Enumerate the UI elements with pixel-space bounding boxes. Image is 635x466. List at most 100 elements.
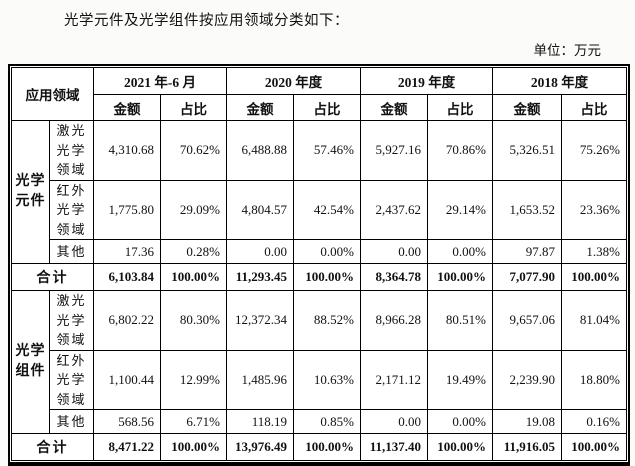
ratio-cell: 19.49% bbox=[427, 349, 493, 410]
ratio-cell: 6.71% bbox=[160, 409, 227, 434]
period-header-2021: 2021 年-6 月 bbox=[93, 67, 227, 95]
ratio-cell: 42.54% bbox=[293, 179, 361, 240]
amount-cell: 2,239.90 bbox=[492, 349, 562, 410]
amount-cell: 6,488.88 bbox=[226, 120, 294, 181]
total-row: 合计 6,103.84 100.00% 11,293.45 100.00% 8,… bbox=[11, 263, 627, 291]
group-label-optical-assemblies: 光学组件 bbox=[11, 290, 50, 434]
amount-cell: 11,916.05 bbox=[492, 433, 562, 461]
table-row: 光学元件 激光光学领域 4,310.68 70.62% 6,488.88 57.… bbox=[11, 120, 627, 264]
ratio-cell: 80.30% bbox=[160, 290, 227, 351]
ratio-cell: 18.80% bbox=[561, 349, 627, 410]
amount-header: 金额 bbox=[226, 94, 294, 121]
ratio-cell: 57.46% bbox=[293, 120, 361, 181]
amount-cell: 4,310.68 bbox=[93, 120, 161, 181]
classification-table: 应用领域 2021 年-6 月 2020 年度 2019 年度 2018 年度 … bbox=[11, 67, 627, 461]
amount-cell: 1,653.52 bbox=[492, 179, 562, 240]
ratio-cell: 81.04% bbox=[561, 290, 627, 351]
app-field-header: 应用领域 bbox=[11, 67, 94, 121]
ratio-cell: 80.51% bbox=[427, 290, 493, 351]
ratio-cell: 100.00% bbox=[293, 263, 361, 291]
ratio-cell: 0.00% bbox=[427, 239, 493, 264]
amount-cell: 17.36 bbox=[93, 239, 161, 264]
amount-cell: 1,100.44 bbox=[93, 349, 161, 410]
header-row-measures: 金额 占比 金额 占比 金额 占比 金额 占比 bbox=[12, 94, 627, 121]
ratio-cell: 1.38% bbox=[561, 239, 627, 264]
group-label-optical-elements: 光学元件 bbox=[11, 120, 50, 264]
total-label: 合计 bbox=[11, 263, 94, 291]
amount-header: 金额 bbox=[492, 94, 562, 121]
row-label: 其他 bbox=[49, 409, 94, 434]
row-label: 红外光学领域 bbox=[49, 349, 94, 410]
ratio-cell: 10.63% bbox=[293, 349, 361, 410]
amount-header: 金额 bbox=[360, 94, 428, 121]
amount-cell: 0.00 bbox=[360, 409, 428, 434]
amount-cell: 2,171.12 bbox=[360, 349, 428, 410]
amount-cell: 7,077.90 bbox=[492, 263, 562, 291]
table-row: 红外光学领域 1,100.44 12.99% 1,485.96 10.63% 2… bbox=[12, 349, 627, 410]
table-row: 光学组件 激光光学领域 6,802.22 80.30% 12,372.34 88… bbox=[11, 290, 627, 434]
ratio-cell: 75.26% bbox=[561, 120, 627, 181]
ratio-cell: 29.14% bbox=[427, 179, 493, 240]
amount-cell: 97.87 bbox=[492, 239, 562, 264]
ratio-cell: 100.00% bbox=[427, 263, 493, 291]
table-row: 其他 568.56 6.71% 118.19 0.85% 0.00 0.00% … bbox=[12, 409, 627, 434]
amount-cell: 1,775.80 bbox=[93, 179, 161, 240]
table-row: 其他 17.36 0.28% 0.00 0.00% 0.00 0.00% 97.… bbox=[12, 239, 627, 264]
amount-cell: 6,103.84 bbox=[93, 263, 161, 291]
row-label: 激光光学领域 bbox=[49, 290, 94, 351]
ratio-cell: 29.09% bbox=[160, 179, 227, 240]
ratio-cell: 100.00% bbox=[160, 433, 227, 461]
amount-cell: 5,927.16 bbox=[360, 120, 428, 181]
ratio-header: 占比 bbox=[293, 94, 361, 121]
ratio-header: 占比 bbox=[160, 94, 227, 121]
amount-cell: 0.00 bbox=[226, 239, 294, 264]
ratio-cell: 100.00% bbox=[561, 433, 627, 461]
total-label: 合计 bbox=[11, 433, 94, 461]
classification-table-frame: 应用领域 2021 年-6 月 2020 年度 2019 年度 2018 年度 … bbox=[8, 64, 630, 466]
amount-cell: 8,471.22 bbox=[93, 433, 161, 461]
ratio-cell: 0.85% bbox=[293, 409, 361, 434]
ratio-cell: 100.00% bbox=[427, 433, 493, 461]
period-header-2019: 2019 年度 bbox=[360, 67, 493, 95]
ratio-cell: 0.16% bbox=[561, 409, 627, 434]
unit-label: 单位：万元 bbox=[533, 43, 602, 58]
ratio-cell: 70.86% bbox=[427, 120, 493, 181]
ratio-cell: 100.00% bbox=[293, 433, 361, 461]
amount-cell: 118.19 bbox=[226, 409, 294, 434]
amount-cell: 13,976.49 bbox=[226, 433, 294, 461]
header-row-periods: 应用领域 2021 年-6 月 2020 年度 2019 年度 2018 年度 bbox=[11, 67, 627, 121]
ratio-cell: 100.00% bbox=[561, 263, 627, 291]
row-label: 其他 bbox=[49, 239, 94, 264]
amount-cell: 0.00 bbox=[360, 239, 428, 264]
row-label: 激光光学领域 bbox=[49, 120, 94, 181]
amount-cell: 11,137.40 bbox=[360, 433, 428, 461]
ratio-cell: 0.00% bbox=[293, 239, 361, 264]
ratio-cell: 0.28% bbox=[160, 239, 227, 264]
amount-cell: 9,657.06 bbox=[492, 290, 562, 351]
ratio-cell: 100.00% bbox=[160, 263, 227, 291]
amount-cell: 4,804.57 bbox=[226, 179, 294, 240]
amount-cell: 19.08 bbox=[492, 409, 562, 434]
amount-cell: 11,293.45 bbox=[226, 263, 294, 291]
period-header-2020: 2020 年度 bbox=[226, 67, 361, 95]
ratio-header: 占比 bbox=[561, 94, 627, 121]
ratio-cell: 88.52% bbox=[293, 290, 361, 351]
ratio-cell: 0.00% bbox=[427, 409, 493, 434]
total-row: 合计 8,471.22 100.00% 13,976.49 100.00% 11… bbox=[11, 433, 627, 461]
amount-cell: 8,364.78 bbox=[360, 263, 428, 291]
amount-cell: 5,326.51 bbox=[492, 120, 562, 181]
intro-text: 光学元件及光学组件按应用领域分类如下： bbox=[64, 13, 349, 29]
amount-cell: 2,437.62 bbox=[360, 179, 428, 240]
row-label: 红外光学领域 bbox=[49, 179, 94, 240]
period-header-2018: 2018 年度 bbox=[492, 67, 627, 95]
amount-header: 金额 bbox=[93, 94, 161, 121]
table-row: 红外光学领域 1,775.80 29.09% 4,804.57 42.54% 2… bbox=[12, 179, 627, 240]
ratio-cell: 23.36% bbox=[561, 179, 627, 240]
ratio-cell: 12.99% bbox=[160, 349, 227, 410]
amount-cell: 1,485.96 bbox=[226, 349, 294, 410]
ratio-header: 占比 bbox=[427, 94, 493, 121]
amount-cell: 568.56 bbox=[93, 409, 161, 434]
amount-cell: 8,966.28 bbox=[360, 290, 428, 351]
ratio-cell: 70.62% bbox=[160, 120, 227, 181]
amount-cell: 12,372.34 bbox=[226, 290, 294, 351]
